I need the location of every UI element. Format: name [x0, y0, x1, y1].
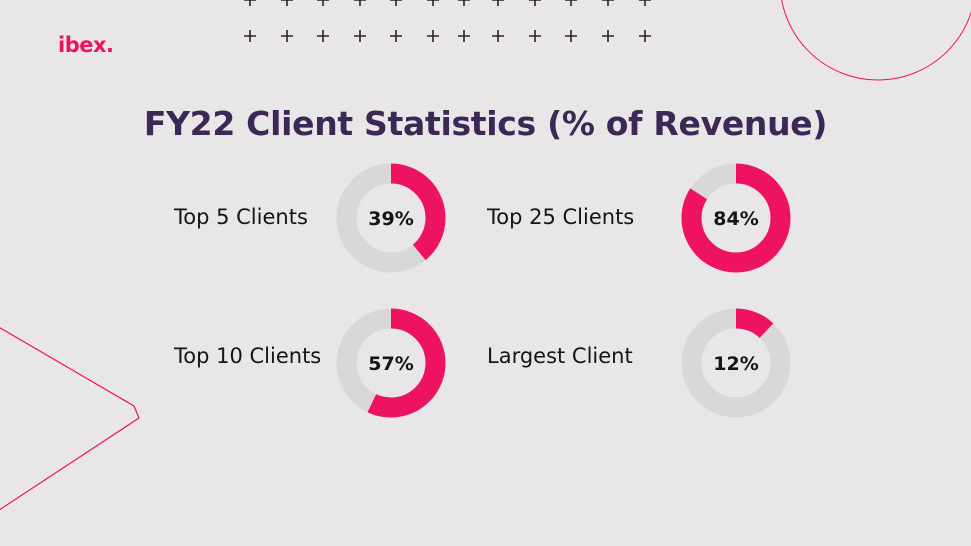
plus-mark [317, 0, 329, 6]
plus-mark [390, 30, 402, 42]
donut-value-arc [336, 163, 446, 273]
plus-mark [639, 0, 651, 6]
plus-pattern [244, 0, 651, 42]
plus-mark [354, 0, 366, 6]
donut-chart: 39% [336, 163, 446, 273]
label-top-5-clients: Top 5 Clients [174, 205, 308, 229]
donut-top-5-clients: 39% [336, 163, 446, 273]
plus-mark [492, 30, 504, 42]
donut-value-arc [681, 308, 791, 418]
plus-mark [458, 0, 470, 6]
plus-mark [281, 30, 293, 42]
donut-chart: 12% [681, 308, 791, 418]
plus-mark [602, 0, 614, 6]
label-largest-client: Largest Client [487, 344, 633, 368]
plus-mark [281, 0, 293, 6]
plus-mark [317, 30, 329, 42]
plus-mark [529, 0, 541, 6]
donut-value-arc [336, 308, 446, 418]
decorative-triangle [0, 327, 140, 511]
plus-mark [458, 30, 470, 42]
donut-value-label: 84% [713, 208, 758, 230]
decorative-circle [781, 0, 971, 81]
donut-value-label: 12% [713, 353, 758, 375]
donut-chart: 84% [681, 163, 791, 273]
donut-chart: 57% [336, 308, 446, 418]
plus-mark [492, 0, 504, 6]
donut-top-10-clients: 57% [336, 308, 446, 418]
plus-mark [244, 0, 256, 6]
plus-mark [244, 30, 256, 42]
donut-value-label: 57% [368, 353, 413, 375]
donut-top-25-clients: 84% [681, 163, 791, 273]
page-title: FY22 Client Statistics (% of Revenue) [143, 104, 828, 143]
donut-value-label: 39% [368, 208, 413, 230]
plus-mark [602, 30, 614, 42]
plus-mark [390, 0, 402, 6]
label-top-10-clients: Top 10 Clients [174, 344, 322, 368]
plus-mark [529, 30, 541, 42]
plus-mark [427, 30, 439, 42]
plus-mark [354, 30, 366, 42]
label-top-25-clients: Top 25 Clients [487, 205, 635, 229]
plus-mark [639, 30, 651, 42]
donut-largest-client: 12% [681, 308, 791, 418]
donut-value-arc [681, 163, 791, 273]
plus-mark [565, 0, 577, 6]
plus-mark [565, 30, 577, 42]
ibex-logo: ibex. [58, 33, 114, 57]
plus-mark [427, 0, 439, 6]
